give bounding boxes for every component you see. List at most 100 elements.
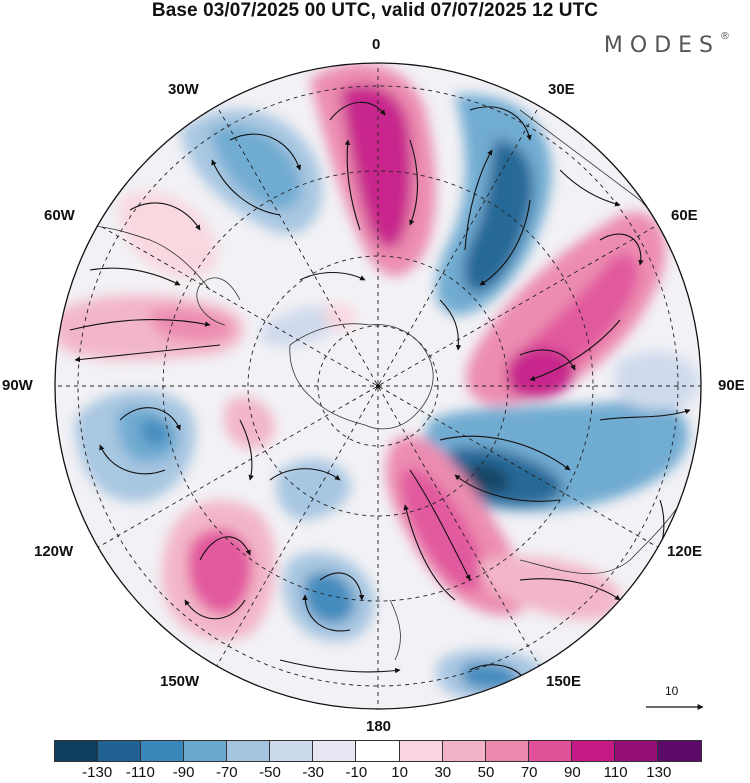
pos-anomaly-160e-core <box>400 468 484 591</box>
colorbar-swatch <box>356 741 400 761</box>
meridian-60w-120e <box>94 222 662 550</box>
wind-vector <box>409 469 471 581</box>
meridian-60e-120w <box>94 222 662 550</box>
wind-vector <box>74 344 221 363</box>
colorbar-swatch <box>141 741 185 761</box>
wind-vector <box>403 504 456 601</box>
map-title: Base 03/07/2025 00 UTC, valid 07/07/2025… <box>151 0 599 21</box>
wind-vector <box>299 272 366 281</box>
colorbar-tick-label: -130 <box>82 764 113 781</box>
colorbar-ticks: -130 -110 -90 -70 -50 -30 -10 10 30 50 70 90 110 130 <box>0 764 750 782</box>
colorbar-swatch <box>571 741 615 761</box>
colorbar-swatch <box>528 741 572 761</box>
wind-vector <box>229 133 302 171</box>
wind-vector <box>439 299 462 351</box>
colorbar-tick-label: 90 <box>564 764 581 781</box>
colorbar-swatch <box>184 741 228 761</box>
colorbar-tick-label: -10 <box>345 764 368 781</box>
meridian-30w-150e <box>214 102 542 670</box>
wind-vector <box>454 474 561 502</box>
colorbar-swatch <box>399 741 443 761</box>
neg-anomaly-inner <box>259 306 345 347</box>
neg-anomaly-30w-core <box>210 125 301 209</box>
neg-anomaly-110e-deep <box>464 463 510 493</box>
colorbar <box>54 740 702 762</box>
meridian-30e-150w <box>214 102 542 670</box>
wind-vector <box>211 159 281 216</box>
wind-vector <box>464 149 493 251</box>
wind-vector <box>279 659 401 674</box>
longitude-label-90w: 90W <box>2 377 33 394</box>
colorbar-tick-label: 110 <box>603 764 628 781</box>
neg-anomaly-30e-core <box>463 140 534 292</box>
brand-registered-mark: ® <box>720 31 730 42</box>
latitude-circle-edge <box>77 85 679 687</box>
wind-vector <box>439 435 571 471</box>
wind-vector <box>559 169 621 207</box>
wind-vector <box>329 101 386 121</box>
wind-vector <box>599 233 644 266</box>
longitude-label-180: 180 <box>366 718 392 735</box>
wind-vector <box>469 106 532 141</box>
colorbar-tick-label: 130 <box>646 764 672 781</box>
wind-vector <box>129 202 201 231</box>
colorbar-swatch <box>657 741 701 761</box>
wind-vector <box>529 319 621 382</box>
wind-vector <box>199 536 251 561</box>
neg-anomaly-180-core <box>303 571 355 624</box>
wind-vector <box>319 572 365 601</box>
north-pole-marker <box>376 384 380 388</box>
wind-vector <box>599 408 691 421</box>
colorbar-swatch <box>442 741 486 761</box>
pos-anomaly-75w-core <box>149 308 233 342</box>
anomaly-shading <box>55 63 700 702</box>
wind-vector <box>269 468 341 481</box>
wind-vector <box>302 594 351 632</box>
longitude-label-60w: 60W <box>44 207 75 224</box>
wind-vector <box>69 319 211 331</box>
wind-vector <box>479 199 531 286</box>
wind-vector <box>99 444 166 475</box>
longitude-label-30w: 30W <box>168 81 199 98</box>
greenland-coast <box>196 277 241 326</box>
brand-logo: MODES® <box>603 31 730 58</box>
wind-vector <box>119 407 181 431</box>
brand-text: MODES <box>603 33 720 58</box>
polar-map <box>54 62 704 710</box>
graticule <box>55 63 701 709</box>
colorbar-tick-label: 30 <box>434 764 452 781</box>
pos-anomaly-130e <box>479 556 621 620</box>
colorbar-swatch <box>55 741 99 761</box>
wind-vector <box>344 139 361 231</box>
wind-vector <box>519 578 621 601</box>
wind-vector <box>239 419 254 481</box>
pos-anomaly-0-core <box>340 84 413 249</box>
longitude-label-120e: 120E <box>667 543 703 560</box>
pos-anomaly-inner <box>224 396 275 449</box>
colorbar-swatch <box>227 741 271 761</box>
longitude-label-60e: 60E <box>671 207 698 224</box>
map-boundary <box>54 62 702 710</box>
colorbar-swatch <box>270 741 314 761</box>
pos-anomaly-135w-core <box>187 528 253 615</box>
longitude-label-90e: 90E <box>718 377 745 394</box>
wind-vector <box>519 349 576 371</box>
colorbar-tick-label: -50 <box>259 764 281 781</box>
wind-vector <box>184 599 246 620</box>
colorbar-tick-label: 50 <box>477 764 495 781</box>
colorbar-tick-label: 10 <box>391 764 408 781</box>
wind-vector <box>409 139 419 226</box>
colorbar-tick-label: -90 <box>172 764 195 781</box>
reference-vector-label: 10 <box>665 684 679 698</box>
neg-anomaly-165w <box>276 459 351 520</box>
neg-anomaly-100w-deep <box>141 418 169 446</box>
neg-anomaly-90e-outer <box>614 351 700 410</box>
longitude-label-150w: 150W <box>160 673 200 690</box>
colorbar-swatch <box>614 741 658 761</box>
longitude-label-0: 0 <box>372 36 381 53</box>
longitude-label-30e: 30E <box>548 81 575 98</box>
colorbar-tick-label: -70 <box>215 764 238 781</box>
pacific-coast <box>389 599 401 661</box>
longitude-label-120w: 120W <box>34 543 74 560</box>
pos-anomaly-60w <box>119 192 218 279</box>
